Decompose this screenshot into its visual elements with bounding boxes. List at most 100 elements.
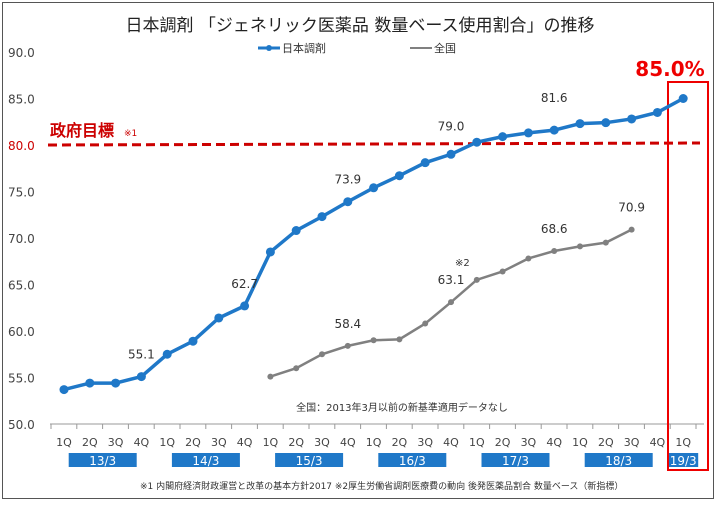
data-point-0 xyxy=(240,301,250,311)
data-point-1 xyxy=(628,226,635,233)
target-note: ※1 xyxy=(124,129,137,139)
data-point-0 xyxy=(111,378,121,388)
data-point-0 xyxy=(601,118,611,128)
legend-label: 日本調剤 xyxy=(282,41,326,55)
data-point-0 xyxy=(549,125,559,135)
x-tick-label: 4Q xyxy=(340,436,356,449)
data-point-1 xyxy=(422,320,429,327)
chart-frame xyxy=(2,2,714,499)
y-tick-label: 60.0 xyxy=(8,325,35,339)
legend-marker-0 xyxy=(266,45,272,51)
data-point-1 xyxy=(473,276,480,283)
year-label-box xyxy=(68,453,137,467)
x-tick-label: 2Q xyxy=(185,436,201,449)
data-point-0 xyxy=(162,349,172,359)
data-point-0 xyxy=(369,183,379,193)
y-tick-label: 70.0 xyxy=(8,232,35,246)
x-tick-label: 1Q xyxy=(469,436,485,449)
data-point-1 xyxy=(551,248,558,255)
x-tick-label: 2Q xyxy=(495,436,511,449)
x-tick-label: 3Q xyxy=(417,436,433,449)
data-point-1 xyxy=(293,365,300,372)
data-point-0 xyxy=(214,313,224,323)
data-point-0 xyxy=(652,107,662,117)
data-point-1 xyxy=(448,299,454,306)
data-label: 68.6 xyxy=(541,222,568,236)
data-point-0 xyxy=(291,226,301,236)
data-label: 79.0 xyxy=(438,119,465,133)
data-point-1 xyxy=(344,342,351,349)
data-point-1 xyxy=(319,351,325,358)
year-label: 16/3 xyxy=(399,454,426,468)
x-tick-label: 1Q xyxy=(263,436,279,449)
x-tick-label: 1Q xyxy=(366,436,382,449)
data-point-0 xyxy=(343,197,353,207)
data-point-1 xyxy=(602,239,609,246)
data-point-1 xyxy=(267,373,274,380)
x-tick-label: 1Q xyxy=(675,436,691,449)
y-tick-label: 50.0 xyxy=(8,418,35,432)
y-tick-label: 55.0 xyxy=(8,372,35,386)
data-point-0 xyxy=(678,94,688,103)
data-label: 55.1 xyxy=(128,348,155,362)
x-tick-label: 3Q xyxy=(624,436,640,449)
data-label: 70.9 xyxy=(618,201,645,215)
note2-label: ※2 xyxy=(455,258,470,269)
data-point-0 xyxy=(85,378,95,388)
zenkoku-note: 全国：2013年3月以前の新基準適用データなし xyxy=(296,401,508,414)
year-label-box xyxy=(668,453,699,467)
data-point-0 xyxy=(59,385,69,395)
data-point-1 xyxy=(396,336,403,343)
data-label: 63.1 xyxy=(438,273,465,287)
data-point-0 xyxy=(265,247,275,257)
chart-title: 日本調剤 「ジェネリック医薬品 数量ベース使用割合」の推移 xyxy=(126,15,595,36)
target-line xyxy=(47,141,701,147)
year-label: 19/3 xyxy=(670,454,697,468)
x-tick-label: 3Q xyxy=(211,436,227,449)
year-label: 18/3 xyxy=(605,454,632,468)
data-point-0 xyxy=(420,158,430,168)
year-label-box xyxy=(171,453,240,467)
year-label: 15/3 xyxy=(296,454,323,468)
year-label-box xyxy=(584,453,653,467)
x-tick-label: 4Q xyxy=(443,436,459,449)
data-point-0 xyxy=(188,336,198,346)
data-point-0 xyxy=(136,372,146,382)
x-tick-label: 4Q xyxy=(237,436,253,449)
target-label: 政府目標 xyxy=(50,121,114,140)
data-point-0 xyxy=(472,137,482,147)
data-point-0 xyxy=(575,119,585,129)
data-label: 81.6 xyxy=(541,91,568,105)
data-point-0 xyxy=(394,171,404,181)
year-label: 14/3 xyxy=(192,454,219,468)
x-tick-label: 1Q xyxy=(572,436,588,449)
data-point-1 xyxy=(370,337,377,344)
x-tick-label: 2Q xyxy=(82,436,98,449)
x-tick-label: 4Q xyxy=(134,436,150,449)
data-point-0 xyxy=(317,212,327,222)
year-label: 17/3 xyxy=(502,454,529,468)
y-tick-label: 85.0 xyxy=(8,93,35,107)
x-tick-label: 3Q xyxy=(314,436,330,449)
year-label-box xyxy=(275,453,344,467)
data-label: 73.9 xyxy=(334,173,361,187)
data-point-0 xyxy=(446,149,456,159)
x-tick-label: 2Q xyxy=(598,436,614,449)
year-label-box xyxy=(481,453,550,467)
legend-label: 全国 xyxy=(434,41,456,55)
x-tick-label: 1Q xyxy=(56,436,72,449)
x-tick-label: 1Q xyxy=(159,436,175,449)
x-tick-label: 2Q xyxy=(288,436,304,449)
x-tick-label: 3Q xyxy=(108,436,124,449)
year-label: 13/3 xyxy=(89,454,116,468)
y-tick-label: 75.0 xyxy=(8,186,35,200)
y-tick-label: 90.0 xyxy=(8,46,35,60)
y-tick-label: 65.0 xyxy=(8,279,35,293)
data-point-0 xyxy=(498,132,508,142)
data-point-0 xyxy=(523,128,533,138)
x-tick-label: 3Q xyxy=(521,436,537,449)
x-tick-label: 4Q xyxy=(546,436,562,449)
highlight-box xyxy=(667,81,709,471)
year-label-box xyxy=(378,453,447,467)
